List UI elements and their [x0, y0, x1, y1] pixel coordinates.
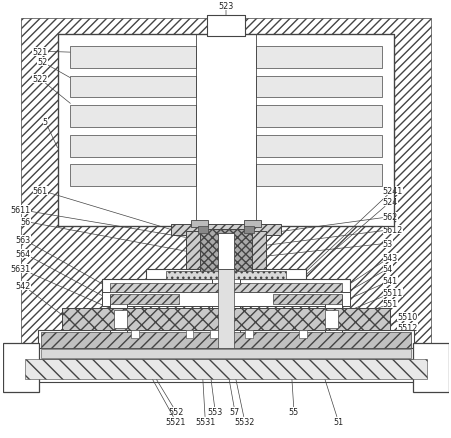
Text: 5532: 5532	[227, 342, 254, 426]
Bar	[38, 348, 413, 360]
Text: 561: 561	[32, 186, 170, 230]
Bar	[255, 47, 381, 69]
Bar	[62, 308, 389, 330]
Text: 53: 53	[266, 239, 392, 257]
Bar	[41, 349, 410, 358]
Text: 521: 521	[32, 48, 70, 57]
Bar	[70, 165, 196, 187]
Bar	[146, 269, 305, 281]
Text: 5611: 5611	[11, 206, 185, 238]
Bar	[21, 18, 430, 382]
Bar	[243, 226, 253, 234]
Bar	[218, 269, 233, 348]
Bar	[101, 293, 350, 307]
Bar	[57, 35, 394, 227]
Bar	[255, 136, 381, 157]
Bar	[255, 106, 381, 128]
Text: 57: 57	[221, 340, 239, 416]
Bar	[324, 311, 337, 328]
Bar	[70, 136, 196, 157]
Text: 562: 562	[266, 213, 397, 234]
Text: 523: 523	[218, 2, 233, 16]
Bar	[101, 279, 350, 295]
Bar	[70, 106, 196, 128]
Bar	[218, 234, 233, 269]
Text: 541: 541	[350, 276, 397, 299]
Bar	[244, 330, 252, 338]
Bar	[38, 330, 413, 350]
Bar	[255, 77, 381, 98]
Text: 56: 56	[21, 218, 185, 251]
Bar	[110, 296, 127, 340]
Text: 5521: 5521	[129, 338, 185, 426]
Bar	[110, 295, 178, 304]
Text: 5612: 5612	[266, 226, 402, 246]
Bar	[131, 330, 139, 338]
Text: 5512: 5512	[396, 324, 417, 350]
Bar	[255, 165, 381, 187]
Text: 564: 564	[16, 249, 101, 296]
Bar	[298, 330, 306, 338]
Bar	[210, 330, 218, 338]
Text: 5: 5	[42, 117, 57, 148]
Text: 563: 563	[16, 235, 101, 284]
Text: 5241: 5241	[305, 186, 402, 272]
Text: 51: 51	[318, 360, 343, 426]
Text: 5510: 5510	[389, 312, 417, 325]
Text: 551: 551	[350, 299, 397, 319]
Bar	[273, 295, 341, 304]
Text: 552: 552	[129, 335, 183, 416]
Bar	[243, 220, 261, 228]
Bar	[166, 271, 285, 279]
Bar	[190, 220, 208, 228]
Text: 5631: 5631	[11, 265, 110, 308]
Bar	[57, 35, 394, 227]
Text: 52: 52	[37, 58, 70, 78]
Text: 522: 522	[32, 75, 70, 104]
Bar	[198, 226, 208, 234]
Text: 543: 543	[350, 253, 397, 284]
Bar	[212, 269, 239, 348]
Bar	[185, 232, 266, 271]
Text: 5511: 5511	[350, 288, 402, 311]
Bar	[21, 358, 430, 382]
Bar	[70, 47, 196, 69]
Bar	[170, 224, 281, 236]
Bar	[324, 296, 341, 340]
Bar	[41, 332, 410, 348]
Text: 542: 542	[16, 282, 62, 315]
Bar	[110, 283, 341, 293]
Bar	[412, 343, 448, 392]
Text: 5531: 5531	[195, 338, 215, 426]
Bar	[25, 360, 426, 379]
Bar	[200, 230, 251, 273]
Text: 553: 553	[205, 335, 222, 416]
Bar	[207, 16, 244, 37]
Text: 524: 524	[305, 198, 397, 275]
Text: 54: 54	[350, 265, 392, 291]
Bar	[114, 311, 127, 328]
Bar	[70, 77, 196, 98]
Bar	[3, 343, 39, 392]
Text: 55: 55	[288, 335, 299, 416]
Bar	[185, 330, 193, 338]
